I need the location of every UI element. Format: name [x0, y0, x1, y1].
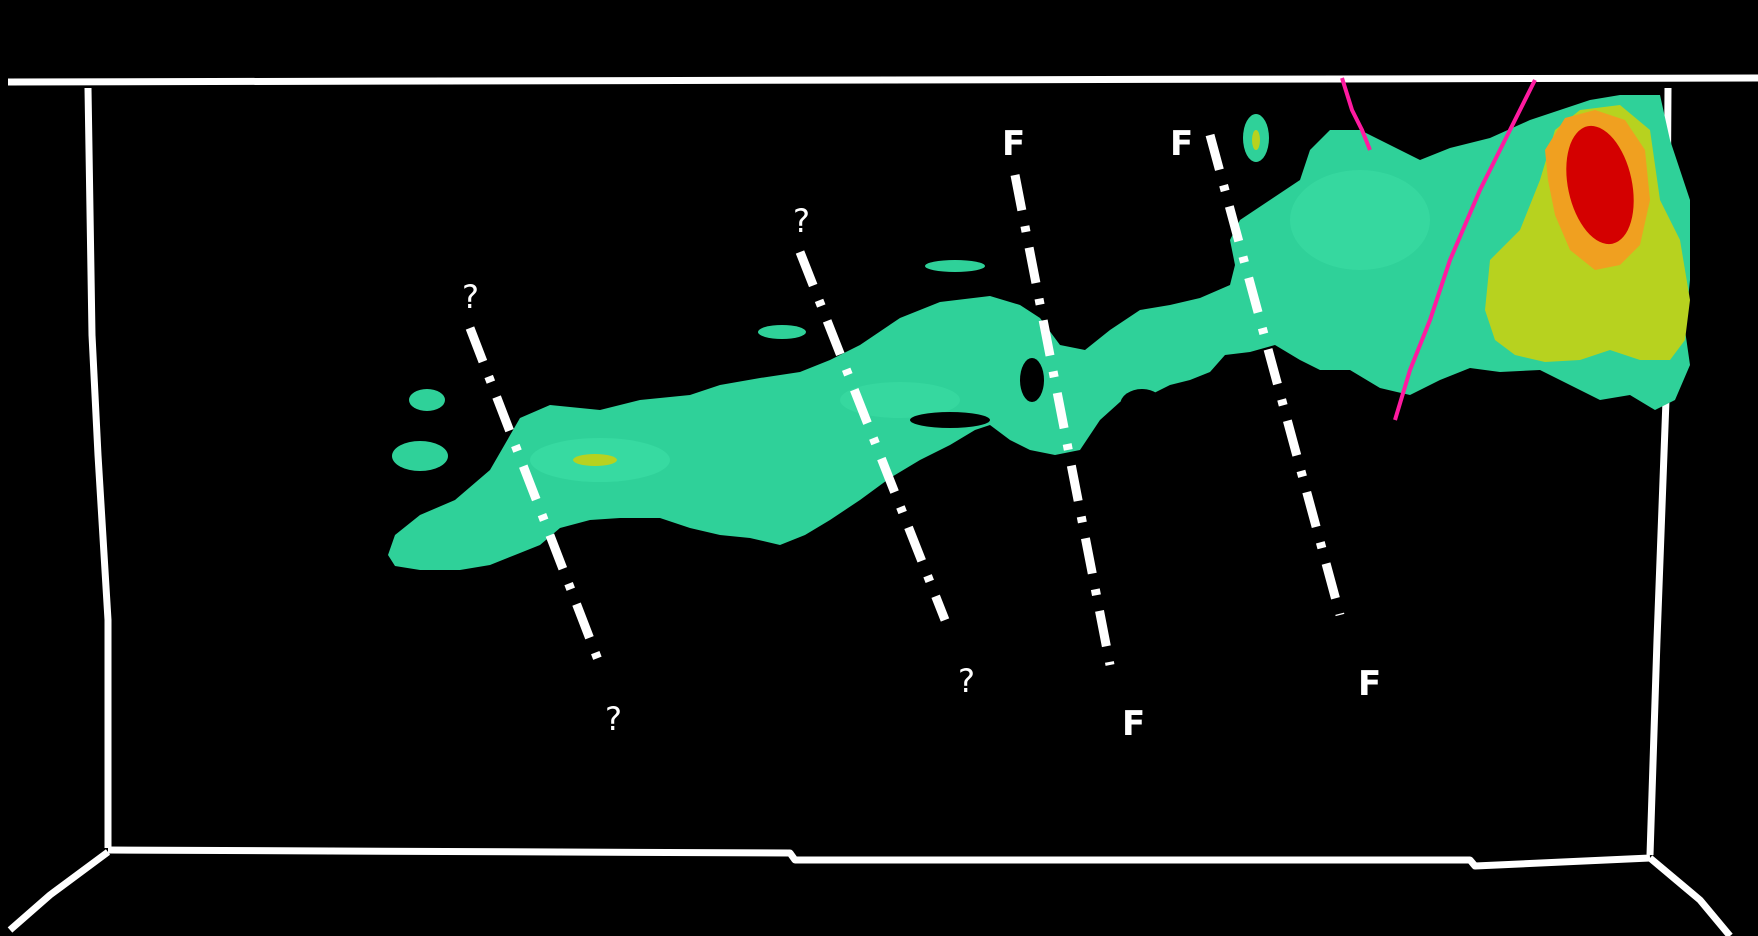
fault-4-top-label: F	[1170, 124, 1193, 164]
anomaly-blob	[409, 389, 445, 411]
anomaly-blob	[758, 325, 806, 339]
frame-bottom-right-diagonal	[1647, 855, 1733, 936]
fault-3-bottom-label: F	[1122, 704, 1145, 744]
boundary-lines	[1340, 77, 1537, 421]
anomaly-hole	[1020, 358, 1044, 402]
fault-line-4	[1205, 133, 1345, 617]
boundary-line-left	[1340, 77, 1372, 151]
fault-line-3	[1010, 174, 1115, 666]
fault-2-top-label: ?	[793, 202, 810, 240]
boundary-line-right	[1393, 79, 1537, 421]
fault-3-top-label: F	[1002, 124, 1025, 164]
fault-line-2	[795, 250, 950, 622]
anomaly-shade	[1290, 170, 1430, 270]
fault-2-bottom-label: ?	[958, 662, 975, 700]
frame-bottom-left-diagonal	[7, 849, 111, 933]
frame-top-edge	[7, 74, 1758, 86]
fault-1-top-label: ?	[462, 278, 479, 316]
anomaly-blob	[392, 441, 448, 471]
fault-4-bottom-label: F	[1358, 664, 1381, 704]
frame-left-edge	[84, 87, 112, 848]
fault-line-1	[465, 326, 605, 667]
fault-lines	[465, 133, 1345, 667]
anomaly-blob	[925, 260, 985, 272]
anomaly-hole	[910, 412, 990, 428]
frame-bottom-edge	[107, 846, 1651, 870]
anomaly-core-medium	[573, 454, 617, 466]
anomaly-blob	[1252, 130, 1260, 150]
anomaly-body	[388, 95, 1690, 570]
fault-1-bottom-label: ?	[605, 700, 622, 738]
anomaly-hole	[1120, 389, 1164, 421]
anomaly-zone-peak	[1566, 125, 1634, 245]
anomaly-shade	[840, 382, 960, 418]
